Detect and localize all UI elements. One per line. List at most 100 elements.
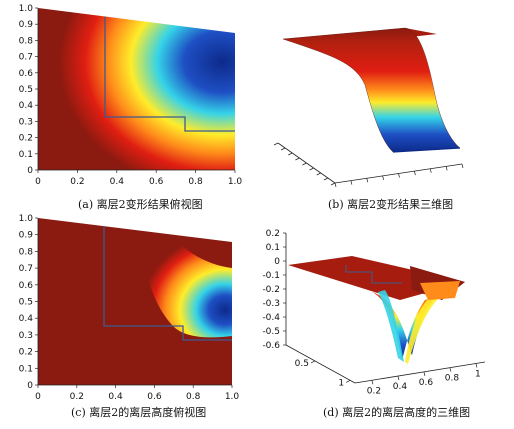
panel-b-tick — [273, 142, 279, 146]
panel-c-y-tick-label: 0.2 — [19, 348, 33, 358]
panel-d-z-tick-label: 0 — [274, 257, 280, 267]
panel-b-tick — [302, 162, 307, 166]
panel-c-y-tick-label: 0.4 — [19, 314, 34, 324]
panel-a-outline — [104, 8, 235, 132]
panel-c-y-tick-label: 0.9 — [19, 231, 34, 241]
panel-a-y-tick-label: 0 — [27, 166, 33, 176]
panel-c-x-tick-label: 0 — [35, 392, 41, 402]
panel-b-tick — [414, 171, 416, 176]
panel-d-x-tick — [371, 380, 374, 385]
panel-a-y-tick-label: 0.7 — [19, 53, 33, 63]
panel-b-dropping-surface — [282, 27, 461, 153]
panel-c-y-tick-label: 0.8 — [19, 247, 34, 257]
panel-a-y-tick-label: 0.4 — [19, 101, 34, 111]
panel-d-ticks: 0.2 0.1 0 -0.1 -0.2 -0.3 -0.4 -0.5 -0.6 1 0.5 0.2 0.… — [262, 229, 480, 396]
panel-b-tick — [330, 182, 336, 186]
panel-b-tick — [461, 163, 464, 169]
panel-b-tick — [316, 172, 321, 176]
panel-d-z-tick-label: -0.2 — [262, 285, 280, 295]
panel-b-tick — [323, 177, 329, 181]
caption-b: (b) 离层2变形结果三维图 — [328, 198, 454, 211]
panel-c-y-tick-label: 0.1 — [19, 364, 33, 374]
panel-d-z-tick-label: -0.6 — [262, 341, 280, 351]
panel-c-x-tick-label: 0.4 — [108, 392, 123, 402]
panel-c-y-tick-label: 0.7 — [19, 264, 33, 274]
panel-a-y-tick-label: 0.8 — [19, 36, 34, 46]
panel-b-ticks — [273, 142, 464, 188]
panel-a-surface — [38, 8, 235, 170]
panel-c-anomaly — [146, 233, 232, 338]
panel-b-tick — [309, 167, 314, 171]
panel-a-y-tick-label: 1.0 — [19, 4, 34, 14]
panel-d-z-tick-label: -0.5 — [262, 327, 280, 337]
panel-b-surface3d — [273, 27, 464, 188]
panel-c-x-tick-label: 0.6 — [147, 392, 162, 402]
panel-a-x-tick-label: 1.0 — [228, 177, 243, 187]
panel-d-y-axis — [285, 344, 356, 384]
panel-d-z-tick-label: -0.4 — [262, 313, 280, 323]
panel-d-surface3d: 0.2 0.1 0 -0.1 -0.2 -0.3 -0.4 -0.5 -0.6 1 0.5 0.2 0.… — [262, 229, 486, 396]
panel-b-tick — [288, 152, 293, 156]
panel-c-x-tick-label: 0.8 — [186, 392, 201, 402]
panel-c-x-tick-label: 1.0 — [225, 392, 240, 402]
panel-a-x-tick-label: 0.8 — [188, 177, 203, 187]
panel-c-y-tick-label: 0.3 — [19, 331, 33, 341]
panel-b-tick — [398, 173, 400, 178]
panel-a-y-tick-label: 0.5 — [19, 85, 33, 95]
panel-d-x-tick — [397, 375, 400, 381]
panel-d-z-tick-label: -0.3 — [262, 299, 280, 309]
panel-b-tick — [280, 147, 286, 151]
panel-c-heatmap: 0 0.2 0.4 0.6 0.8 1.0 0 0.1 0.2 0.3 0.4 0.5 0.6 0.7 0.… — [19, 214, 240, 402]
panel-b-tick — [334, 182, 337, 188]
panel-b-tick — [429, 168, 432, 173]
panel-d-x-tick-label: 1 — [475, 369, 481, 379]
panel-a-y-tick-label: 0.9 — [19, 20, 34, 30]
panel-a-heatmap: 0 0.2 0.4 0.6 0.8 1.0 0 0.1 0.2 0.3 0.4 0.5 0.6 0.7 0.… — [19, 4, 243, 187]
panel-d-x-tick — [423, 371, 426, 376]
panel-d-x-tick-label: 0.4 — [393, 382, 408, 392]
panel-b-tick — [366, 178, 369, 183]
panel-d-y-tick-label: 1 — [338, 378, 344, 388]
panel-d-z-tick-label: 0.1 — [266, 243, 280, 253]
panel-d-x-tick-label: 0.8 — [445, 374, 460, 384]
caption-a: (a) 离层2变形结果俯视图 — [78, 198, 203, 211]
panel-a-y-tick-label: 0.3 — [19, 117, 33, 127]
panel-d-z-tick-label: -0.1 — [262, 271, 280, 281]
panel-d-outline — [345, 265, 402, 284]
panel-b-tick — [295, 157, 300, 161]
panel-c-outline — [103, 218, 232, 341]
panel-b-tick — [382, 175, 384, 180]
panel-c-ticks: 0 0.2 0.4 0.6 0.8 1.0 0 0.1 0.2 0.3 0.4 0.5 0.6 0.7 0.… — [19, 214, 240, 402]
panel-d-x-tick — [449, 367, 452, 372]
panel-d-x-tick-label: 0.2 — [367, 386, 381, 396]
panel-c-y-tick-label: 0.5 — [19, 298, 33, 308]
panel-b-tick — [445, 166, 448, 171]
panel-a-x-tick-label: 0.4 — [110, 177, 125, 187]
caption-d: (d) 离层2的离层高度的三维图 — [323, 406, 471, 419]
panel-d-x-tick — [475, 363, 478, 368]
panel-d-y-tick — [346, 380, 351, 383]
caption-c: (c) 离层2的离层高度俯视图 — [71, 406, 207, 419]
panel-d-y-tick-label: 0.5 — [295, 359, 309, 369]
panel-a-y-tick-label: 0.2 — [19, 134, 33, 144]
panel-a-ticks: 0 0.2 0.4 0.6 0.8 1.0 0 0.1 0.2 0.3 0.4 0.5 0.6 0.7 0.… — [19, 4, 243, 187]
panel-d-z-tick-label: 0.2 — [266, 229, 280, 239]
panel-d-x-tick-label: 0.6 — [419, 378, 434, 388]
panel-c-y-tick-label: 1.0 — [19, 214, 34, 224]
panel-c-x-tick-label: 0.2 — [70, 392, 84, 402]
panel-c-y-tick-label: 0 — [27, 381, 33, 391]
panel-a-y-tick-label: 0.6 — [19, 69, 34, 79]
panel-b-front-edge — [392, 147, 461, 153]
panel-a-x-tick-label: 0.2 — [70, 177, 84, 187]
panel-a-x-tick-label: 0 — [35, 177, 41, 187]
panel-d-plateau — [420, 281, 460, 300]
panel-d-left-wall — [378, 290, 404, 362]
panel-a-y-tick-label: 0.1 — [19, 150, 33, 160]
panel-b-tick — [350, 180, 353, 185]
panel-d-x-axis — [354, 361, 486, 384]
panel-c-y-tick-label: 0.6 — [19, 281, 34, 291]
panel-a-x-tick-label: 0.6 — [149, 177, 164, 187]
panel-d-y-tick — [310, 360, 316, 364]
panel-d-right-wall — [405, 292, 440, 364]
